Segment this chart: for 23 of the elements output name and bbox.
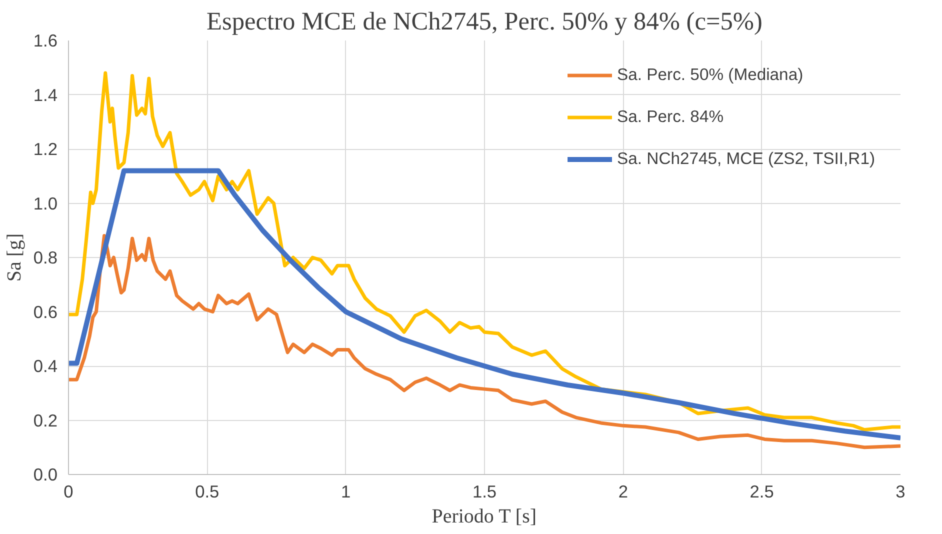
y-tick-label: 0.0 [33,464,58,484]
x-axis-title: Periodo T [s] [432,506,537,528]
x-tick-label: 0.5 [195,482,220,502]
legend-label: Sa. Perc. 50% (Mediana) [617,65,804,85]
y-tick-label: 0.4 [33,356,58,376]
y-tick-label: 1.0 [33,193,58,214]
x-tick-label: 0 [64,482,74,502]
y-tick-label: 1.4 [33,84,58,105]
y-tick-label: 1.2 [33,139,58,159]
x-tick-label: 1.5 [472,482,497,502]
y-tick-label: 1.6 [33,30,58,50]
x-tick-label: 2 [618,482,628,502]
y-tick-label: 0.8 [33,248,58,268]
x-tick-label: 1 [341,482,351,502]
chart-title: Espectro MCE de NCh2745, Perc. 50% y 84% (c=5%) [206,8,762,36]
legend-label: Sa. NCh2745, MCE (ZS2, TSII,R1) [617,149,875,169]
y-axis-title: Sa [g] [3,233,26,282]
legend-label: Sa. Perc. 84% [617,107,724,127]
y-tick-label: 0.6 [33,302,58,322]
line-series [68,234,900,450]
y-tick-label: 0.2 [33,410,58,430]
x-tick-label: 3 [896,482,906,502]
x-tick-label: 2.5 [750,482,774,502]
